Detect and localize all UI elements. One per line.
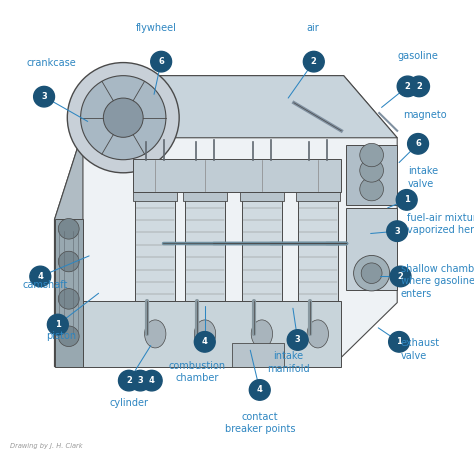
Circle shape bbox=[387, 221, 408, 241]
Text: 3: 3 bbox=[137, 376, 143, 385]
Circle shape bbox=[103, 98, 143, 137]
Circle shape bbox=[58, 326, 79, 347]
Circle shape bbox=[354, 255, 390, 291]
Circle shape bbox=[360, 143, 383, 167]
Ellipse shape bbox=[145, 320, 166, 348]
Polygon shape bbox=[55, 131, 83, 367]
Polygon shape bbox=[133, 159, 341, 192]
Polygon shape bbox=[83, 301, 341, 367]
Text: fuel-air mixture
vaporized here: fuel-air mixture vaporized here bbox=[407, 213, 474, 235]
Circle shape bbox=[303, 51, 324, 72]
Polygon shape bbox=[346, 208, 397, 290]
Ellipse shape bbox=[194, 320, 216, 348]
Text: 1: 1 bbox=[55, 320, 61, 329]
Circle shape bbox=[361, 263, 382, 283]
Text: cylinder: cylinder bbox=[109, 398, 148, 408]
Circle shape bbox=[360, 177, 383, 201]
Text: 2: 2 bbox=[126, 376, 132, 385]
FancyBboxPatch shape bbox=[133, 192, 177, 201]
Polygon shape bbox=[232, 343, 284, 367]
FancyBboxPatch shape bbox=[183, 192, 227, 201]
Circle shape bbox=[194, 332, 215, 352]
Text: flywheel: flywheel bbox=[136, 23, 177, 33]
Polygon shape bbox=[346, 145, 397, 205]
Text: intake
manifold: intake manifold bbox=[267, 351, 310, 374]
Text: magneto: magneto bbox=[403, 111, 447, 120]
Text: air: air bbox=[307, 23, 319, 33]
FancyBboxPatch shape bbox=[242, 198, 282, 301]
FancyBboxPatch shape bbox=[185, 198, 225, 301]
Text: intake
valve: intake valve bbox=[408, 166, 438, 189]
Text: 1: 1 bbox=[404, 195, 410, 205]
Text: 3: 3 bbox=[295, 335, 301, 345]
Text: 2: 2 bbox=[416, 82, 422, 91]
FancyBboxPatch shape bbox=[296, 192, 340, 201]
Circle shape bbox=[408, 134, 428, 154]
FancyBboxPatch shape bbox=[135, 198, 175, 301]
Text: 3: 3 bbox=[41, 92, 47, 101]
Text: piston: piston bbox=[46, 331, 77, 341]
Circle shape bbox=[390, 266, 411, 287]
Circle shape bbox=[141, 370, 162, 391]
Polygon shape bbox=[55, 219, 83, 367]
Text: 2: 2 bbox=[405, 82, 410, 91]
Circle shape bbox=[47, 314, 68, 335]
Text: combustion
chamber: combustion chamber bbox=[168, 361, 225, 383]
FancyBboxPatch shape bbox=[298, 198, 338, 301]
Circle shape bbox=[81, 76, 166, 160]
Text: 6: 6 bbox=[158, 57, 164, 66]
Circle shape bbox=[67, 63, 179, 173]
Circle shape bbox=[249, 380, 270, 400]
Text: shallow chamber
where gasoline
enters: shallow chamber where gasoline enters bbox=[401, 264, 474, 298]
Text: 4: 4 bbox=[257, 385, 263, 395]
Text: exhaust
valve: exhaust valve bbox=[401, 338, 440, 361]
Circle shape bbox=[389, 332, 410, 352]
Text: gasoline: gasoline bbox=[397, 51, 438, 61]
Circle shape bbox=[58, 251, 79, 272]
Text: 4: 4 bbox=[149, 376, 155, 385]
Circle shape bbox=[397, 76, 418, 97]
Polygon shape bbox=[83, 76, 397, 138]
Text: 4: 4 bbox=[202, 337, 208, 347]
Text: 2: 2 bbox=[398, 272, 403, 281]
Polygon shape bbox=[55, 76, 397, 367]
Text: camshaft: camshaft bbox=[23, 280, 68, 290]
Text: 2: 2 bbox=[311, 57, 317, 66]
Text: contact
breaker points: contact breaker points bbox=[225, 412, 295, 434]
Circle shape bbox=[409, 76, 429, 97]
FancyBboxPatch shape bbox=[240, 192, 284, 201]
Circle shape bbox=[287, 330, 308, 350]
Text: 6: 6 bbox=[415, 139, 421, 149]
Circle shape bbox=[58, 219, 79, 239]
Circle shape bbox=[118, 370, 139, 391]
Circle shape bbox=[396, 190, 417, 210]
Ellipse shape bbox=[307, 320, 328, 348]
Text: crankcase: crankcase bbox=[26, 58, 76, 68]
Circle shape bbox=[58, 289, 79, 309]
Circle shape bbox=[360, 159, 383, 182]
Text: 3: 3 bbox=[394, 226, 400, 236]
Text: 4: 4 bbox=[37, 272, 43, 281]
Ellipse shape bbox=[251, 320, 273, 348]
Circle shape bbox=[30, 266, 51, 287]
Text: 1: 1 bbox=[396, 337, 402, 347]
Circle shape bbox=[130, 370, 151, 391]
Circle shape bbox=[151, 51, 172, 72]
Text: Drawing by J. H. Clark: Drawing by J. H. Clark bbox=[10, 443, 83, 449]
Circle shape bbox=[34, 86, 55, 107]
